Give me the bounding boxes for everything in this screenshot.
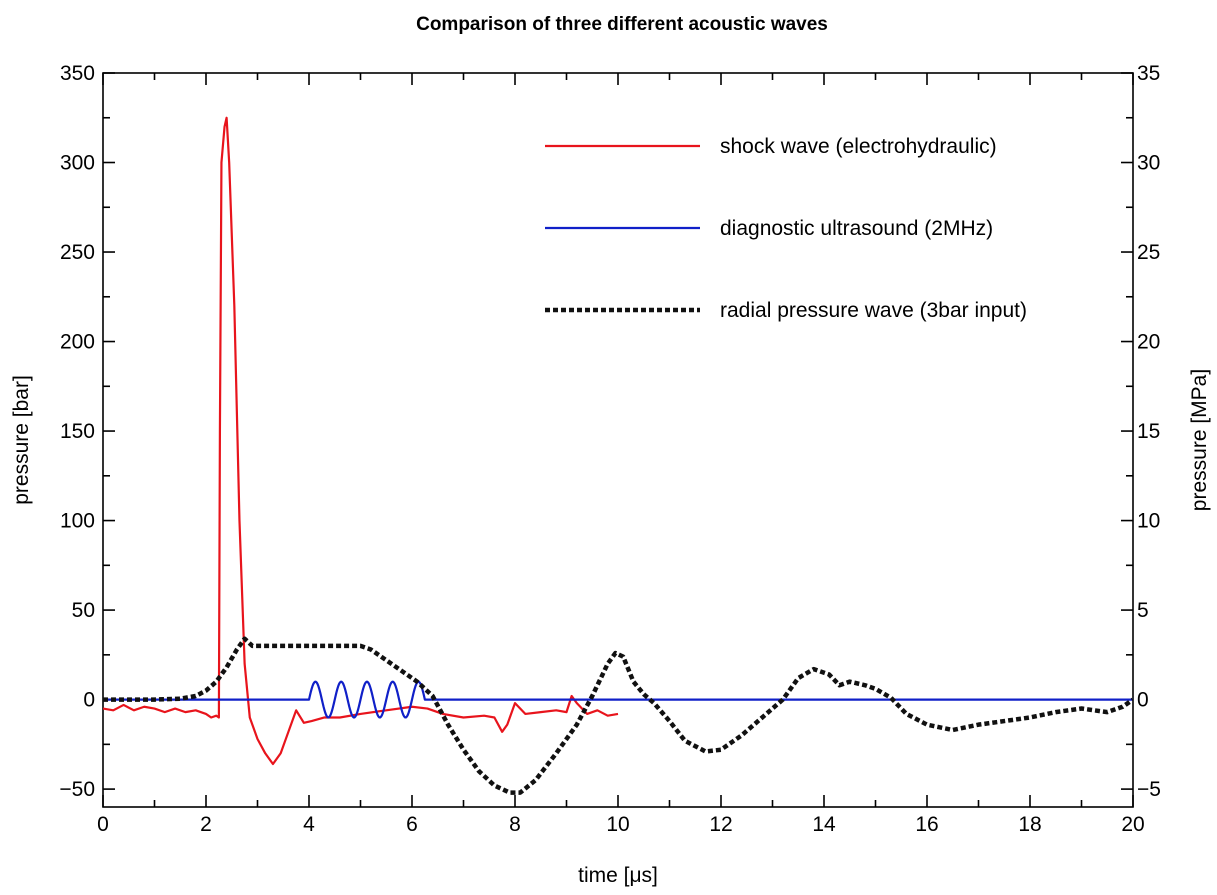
- x-tick-label: 12: [709, 813, 732, 836]
- plot-frame: [102, 72, 1134, 808]
- x-tick-label: 18: [1018, 813, 1041, 836]
- y-tick-label-left: −50: [59, 778, 95, 801]
- series-line-2: [103, 680, 1133, 719]
- y-tick-label-left: 50: [72, 599, 95, 622]
- x-tick-label: 0: [97, 813, 109, 836]
- y-tick-label-left: 250: [60, 241, 95, 264]
- y-tick-label-left: 150: [60, 420, 95, 443]
- y-tick-label-left: 200: [60, 331, 95, 354]
- x-tick-label: 4: [303, 813, 315, 836]
- y-tick-label-left: 100: [60, 510, 95, 533]
- x-axis-title: time [μs]: [578, 864, 658, 887]
- x-tick-label: 6: [406, 813, 418, 836]
- x-tick-label: 16: [915, 813, 938, 836]
- y-tick-label-right: 0: [1137, 689, 1149, 712]
- legend: shock wave (electrohydraulic) diagnostic …: [545, 135, 1027, 322]
- series-line-1: [103, 116, 619, 766]
- x-tick-label: 2: [200, 813, 212, 836]
- x-tick-label: 10: [606, 813, 629, 836]
- y-tick-label-right: 5: [1137, 599, 1149, 622]
- y-tick-label-right: 15: [1137, 420, 1160, 443]
- y-axis-title-left: pressure [bar]: [10, 375, 33, 505]
- series-layer: [103, 116, 1133, 795]
- series-line-3: [103, 636, 1133, 795]
- chart-title: Comparison of three different acoustic w…: [416, 14, 828, 35]
- y-tick-label-left: 300: [60, 152, 95, 175]
- y-tick-label-left: 0: [83, 689, 95, 712]
- y-tick-label-left: 350: [60, 62, 95, 85]
- y-tick-label-right: 35: [1137, 62, 1160, 85]
- x-tick-label: 14: [812, 813, 836, 836]
- legend-label: radial pressure wave (3bar input): [720, 299, 1027, 322]
- tick-labels: 0 2 4 6 8 10 12 14 16 18 20−5005010015020025030035…: [59, 62, 1161, 836]
- y-tick-label-right: −5: [1137, 778, 1161, 801]
- y-tick-label-right: 25: [1137, 241, 1160, 264]
- legend-label: shock wave (electrohydraulic): [720, 135, 997, 158]
- y-tick-label-right: 30: [1137, 152, 1160, 175]
- legend-label: diagnostic ultrasound (2MHz): [720, 217, 993, 240]
- y-tick-label-right: 20: [1137, 331, 1160, 354]
- y-tick-label-right: 10: [1137, 510, 1160, 533]
- ticks: [102, 72, 1134, 807]
- x-tick-label: 20: [1121, 813, 1144, 836]
- x-tick-label: 8: [509, 813, 521, 836]
- y-axis-title-right: pressure [MPa]: [1188, 369, 1211, 511]
